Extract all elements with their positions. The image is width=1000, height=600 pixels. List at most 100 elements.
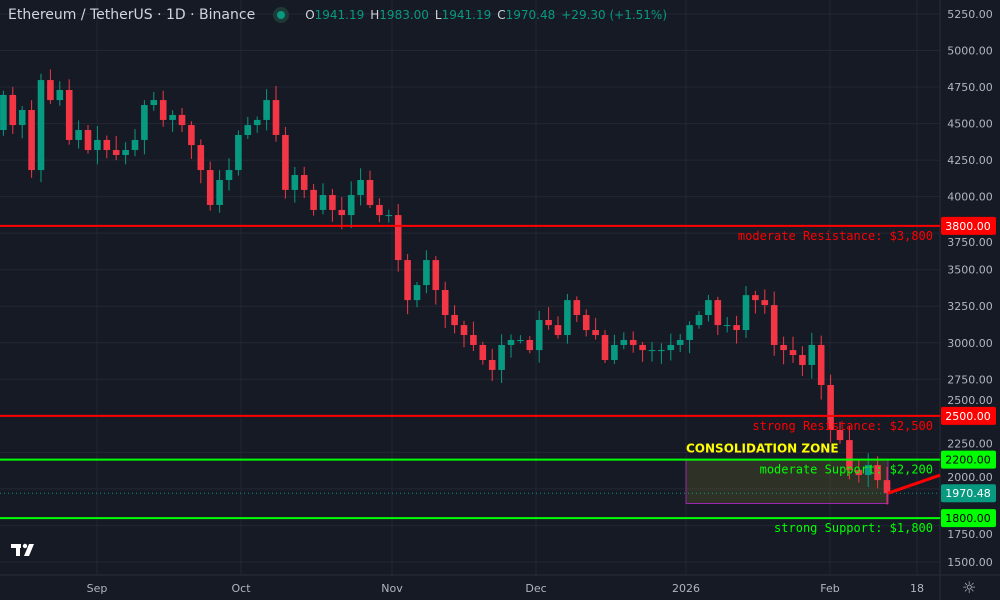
x-tick-label: Nov (381, 582, 403, 595)
candle-body (9, 94, 17, 126)
candle-body (206, 170, 214, 205)
candle-body (253, 119, 261, 126)
candle-body (37, 80, 45, 171)
candle-body (817, 344, 825, 385)
candle-body (460, 325, 468, 336)
open-value: 1941.19 (314, 8, 365, 22)
trend-arrow-line (887, 473, 941, 495)
level-label: strong Resistance: $2,500 (752, 419, 933, 433)
candle-body (470, 335, 477, 345)
candle-body (47, 80, 54, 101)
candle-body (122, 150, 129, 156)
candle-body (75, 130, 82, 140)
candle-body (488, 360, 496, 370)
candle-body (319, 195, 327, 210)
candle-body (423, 260, 430, 286)
y-tick-label: 3750.00 (947, 236, 993, 249)
candle-body (695, 315, 703, 326)
candle-body (883, 480, 891, 494)
zone-label: CONSOLIDATION ZONE (686, 442, 839, 456)
y-tick-label: 3250.00 (947, 300, 993, 313)
candle-body (112, 150, 120, 156)
candle-body (197, 145, 205, 171)
current-price-tag (941, 484, 996, 503)
y-tick-label: 3000.00 (947, 337, 993, 350)
candle-body (498, 344, 505, 370)
y-tick-label: 2500.00 (947, 394, 993, 407)
price-axis-tag (941, 450, 996, 469)
candle-body (846, 440, 853, 471)
candle-body (629, 339, 637, 345)
y-tick-label: 4750.00 (947, 81, 993, 94)
candle-body (517, 339, 524, 341)
candle-body (310, 189, 317, 210)
candle-body (413, 285, 421, 301)
candle-body (864, 465, 872, 476)
price-axis-tag-label: 1800.00 (945, 512, 991, 525)
price-axis-tag (941, 216, 996, 235)
candle-body (159, 100, 167, 120)
candle-body (376, 204, 383, 216)
candle-body (742, 295, 750, 331)
level-label: strong Support: $1,800 (774, 521, 933, 535)
low-label: L (434, 8, 442, 22)
tradingview-logo[interactable] (10, 540, 38, 560)
candle-body (564, 300, 571, 336)
candle-body (592, 330, 599, 336)
candle-body (150, 100, 158, 106)
y-tick-label: 2000.00 (947, 471, 993, 484)
candle-body (225, 170, 233, 180)
change-value: +29.30 (+1.51%) (561, 8, 668, 22)
level-label: moderate Resistance: $3,800 (738, 229, 933, 243)
candle-body (733, 325, 740, 331)
candle-body (394, 215, 402, 261)
y-tick-label: 1500.00 (947, 556, 993, 569)
candle-body (84, 130, 92, 151)
price-axis-tag-label: 2200.00 (945, 454, 991, 467)
candle-body (770, 305, 778, 345)
candle-body (526, 339, 534, 351)
candle-body (451, 315, 458, 326)
x-tick-label: Dec (525, 582, 546, 595)
candle-body (855, 470, 863, 476)
candle-body (723, 325, 731, 327)
candle-body (535, 319, 543, 351)
y-tick-label: 5250.00 (947, 8, 993, 21)
level-label: moderate Support: $2,200 (760, 463, 933, 477)
candle-body (291, 175, 299, 190)
candle-body (18, 110, 26, 126)
gear-icon[interactable]: ☼ (962, 578, 977, 597)
x-tick-label: 2026 (672, 582, 700, 595)
candle-body (28, 110, 35, 171)
candle-body (705, 300, 712, 316)
candle-body (836, 430, 844, 441)
symbol-title[interactable]: Ethereum / TetherUS · 1D · Binance (8, 7, 256, 23)
candle-body (441, 290, 449, 316)
market-status-icon (277, 11, 286, 19)
candle-body (432, 260, 440, 291)
candle-body (188, 125, 195, 146)
candle-body (827, 384, 834, 431)
low-value: 1941.19 (441, 8, 492, 22)
candle-body (667, 344, 675, 351)
candle-body (808, 344, 816, 365)
candle-body (329, 195, 336, 210)
high-value: 1983.00 (379, 8, 429, 22)
candle-body (639, 344, 646, 351)
candle-body (752, 295, 759, 301)
x-tick-label: Oct (231, 582, 251, 595)
candle-body (554, 325, 562, 336)
candle-body (545, 319, 552, 326)
y-tick-label: 2250.00 (947, 438, 993, 451)
candle-body (648, 350, 656, 352)
candle-body (676, 339, 684, 345)
price-axis-tag-label: 3800.00 (945, 220, 991, 233)
candle-body (357, 179, 364, 196)
open-label: O (305, 8, 315, 22)
candle-body (235, 134, 242, 171)
candle-body (404, 260, 411, 301)
candle-body (216, 179, 223, 205)
candle-body (347, 195, 355, 216)
candle-body (761, 300, 769, 306)
